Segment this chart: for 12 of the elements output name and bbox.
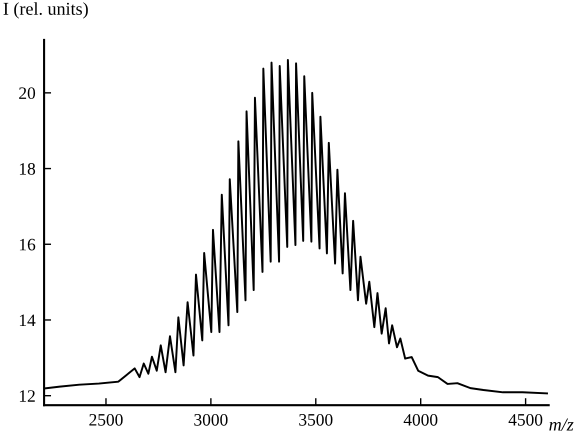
x-tick-label: 2500: [89, 414, 123, 426]
y-tick-label: 16: [20, 238, 36, 250]
x-tick-label: 4000: [404, 414, 438, 426]
x-tick-label: 3500: [299, 414, 332, 426]
x-axis-title: m/z: [549, 418, 574, 431]
y-axis-title: I (rel. units): [4, 2, 88, 19]
y-tick-label: 12: [20, 390, 35, 402]
y-tick-label: 14: [20, 314, 36, 326]
x-tick-label: 3000: [194, 414, 228, 426]
y-tick-label: 20: [19, 87, 36, 100]
x-tick-label: 4500: [508, 414, 542, 426]
y-tick-label: 18: [20, 163, 36, 175]
